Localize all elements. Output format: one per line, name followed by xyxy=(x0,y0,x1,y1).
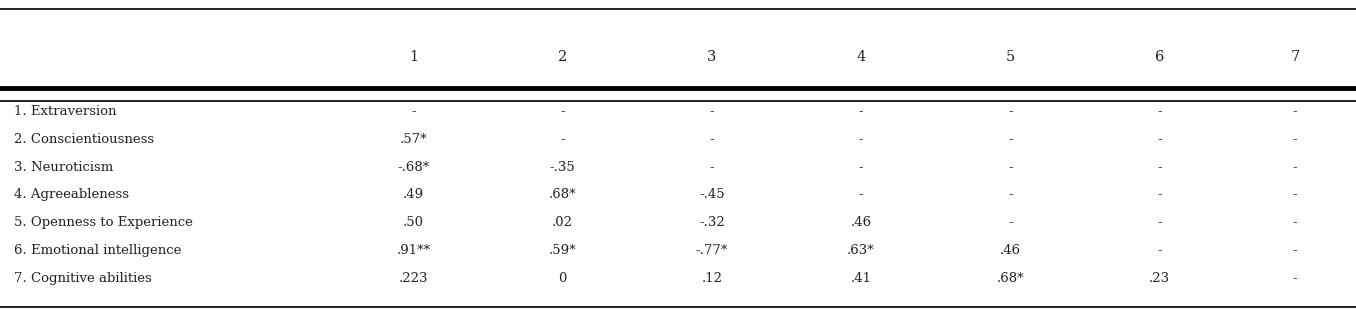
Text: -: - xyxy=(1292,216,1298,229)
Text: -: - xyxy=(1008,216,1013,229)
Text: .23: .23 xyxy=(1149,272,1170,285)
Text: 5: 5 xyxy=(1006,50,1014,64)
Text: .59*: .59* xyxy=(549,244,576,257)
Text: -.32: -.32 xyxy=(700,216,724,229)
Text: 6. Emotional intelligence: 6. Emotional intelligence xyxy=(14,244,180,257)
Text: 4: 4 xyxy=(857,50,865,64)
Text: -: - xyxy=(1292,272,1298,285)
Text: -: - xyxy=(1292,161,1298,174)
Text: -: - xyxy=(858,105,864,118)
Text: -.77*: -.77* xyxy=(696,244,728,257)
Text: -: - xyxy=(858,133,864,146)
Text: .50: .50 xyxy=(403,216,424,229)
Text: -: - xyxy=(1292,133,1298,146)
Text: -: - xyxy=(1292,188,1298,202)
Text: -: - xyxy=(1008,161,1013,174)
Text: .57*: .57* xyxy=(400,133,427,146)
Text: .02: .02 xyxy=(552,216,574,229)
Text: -: - xyxy=(1157,188,1162,202)
Text: -: - xyxy=(709,105,715,118)
Text: .68*: .68* xyxy=(997,272,1024,285)
Text: -: - xyxy=(560,105,565,118)
Text: -: - xyxy=(1157,133,1162,146)
Text: -: - xyxy=(1008,188,1013,202)
Text: -.35: -.35 xyxy=(551,161,575,174)
Text: -: - xyxy=(1157,105,1162,118)
Text: .46: .46 xyxy=(850,216,872,229)
Text: .12: .12 xyxy=(701,272,723,285)
Text: .91**: .91** xyxy=(396,244,431,257)
Text: 7: 7 xyxy=(1291,50,1299,64)
Text: -: - xyxy=(1157,216,1162,229)
Text: 3: 3 xyxy=(708,50,716,64)
Text: -: - xyxy=(709,133,715,146)
Text: .46: .46 xyxy=(999,244,1021,257)
Text: -.45: -.45 xyxy=(700,188,724,202)
Text: -: - xyxy=(1157,161,1162,174)
Text: 2: 2 xyxy=(559,50,567,64)
Text: -: - xyxy=(858,188,864,202)
Text: .68*: .68* xyxy=(549,188,576,202)
Text: -: - xyxy=(1292,244,1298,257)
Text: 5. Openness to Experience: 5. Openness to Experience xyxy=(14,216,193,229)
Text: 1. Extraversion: 1. Extraversion xyxy=(14,105,117,118)
Text: 7. Cognitive abilities: 7. Cognitive abilities xyxy=(14,272,152,285)
Text: -: - xyxy=(709,161,715,174)
Text: -: - xyxy=(1292,105,1298,118)
Text: -: - xyxy=(1157,244,1162,257)
Text: -.68*: -.68* xyxy=(397,161,430,174)
Text: 3. Neuroticism: 3. Neuroticism xyxy=(14,161,113,174)
Text: -: - xyxy=(858,161,864,174)
Text: .223: .223 xyxy=(399,272,428,285)
Text: 4. Agreeableness: 4. Agreeableness xyxy=(14,188,129,202)
Text: 6: 6 xyxy=(1155,50,1163,64)
Text: -: - xyxy=(1008,105,1013,118)
Text: .63*: .63* xyxy=(848,244,875,257)
Text: .49: .49 xyxy=(403,188,424,202)
Text: -: - xyxy=(560,133,565,146)
Text: 0: 0 xyxy=(559,272,567,285)
Text: -: - xyxy=(411,105,416,118)
Text: 2. Conscientiousness: 2. Conscientiousness xyxy=(14,133,153,146)
Text: -: - xyxy=(1008,133,1013,146)
Text: .41: .41 xyxy=(850,272,872,285)
Text: 1: 1 xyxy=(410,50,418,64)
